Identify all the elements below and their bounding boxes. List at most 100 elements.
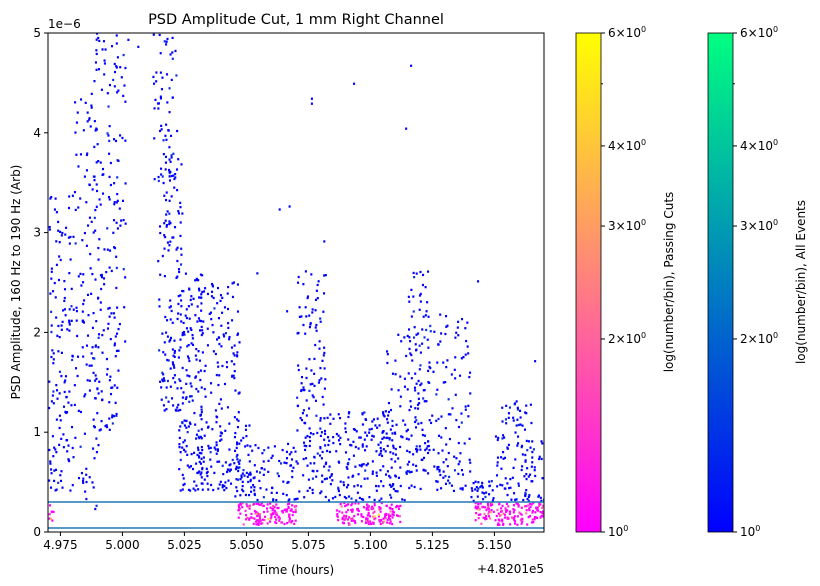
all-events-cell: [313, 462, 316, 465]
all-events-cell: [451, 407, 454, 410]
all-events-cell: [194, 279, 197, 282]
all-events-cell: [501, 437, 504, 440]
all-events-cell: [76, 111, 79, 114]
all-events-cell: [200, 296, 203, 299]
all-events-cell: [168, 168, 171, 172]
all-events-cell: [231, 282, 234, 285]
all-events-cell: [106, 92, 109, 95]
all-events-cell: [525, 404, 528, 407]
passing-cuts-cell: [382, 517, 385, 520]
all-events-cell: [370, 438, 373, 441]
all-events-cell: [152, 33, 155, 36]
all-events-cell: [503, 436, 506, 439]
all-events-cell: [188, 317, 191, 320]
all-events-cell: [54, 296, 57, 299]
all-events-cell: [190, 303, 193, 306]
all-events-cell: [444, 427, 447, 430]
all-events-cell: [180, 387, 183, 390]
all-events-cell: [111, 414, 114, 417]
all-events-cell: [427, 440, 430, 443]
passing-cuts-cell: [281, 509, 284, 513]
all-events-cell: [182, 441, 185, 444]
passing-cuts-cell: [292, 510, 295, 514]
all-events-cell: [312, 396, 315, 399]
all-events-cell: [198, 296, 201, 299]
all-events-cell: [229, 468, 233, 471]
all-events-cell: [525, 489, 528, 492]
all-events-cell: [468, 458, 471, 461]
colorbar-tick-label: 100: [740, 524, 760, 539]
all-events-cell: [288, 453, 291, 456]
all-events-cell: [501, 420, 504, 423]
all-events-cell: [115, 266, 118, 270]
all-events-cell: [162, 139, 165, 142]
all-events-cell: [74, 208, 77, 212]
all-events-cell: [210, 282, 214, 286]
all-events-cell: [83, 395, 86, 398]
all-events-cell: [198, 455, 201, 458]
all-events-cell: [179, 408, 182, 412]
all-events-cell: [323, 477, 326, 481]
all-events-cell: [189, 489, 192, 492]
all-events-cell: [309, 432, 312, 435]
passing-cuts-cell: [345, 514, 348, 518]
all-events-cell: [55, 383, 58, 387]
y-tick-label: 2: [33, 325, 41, 339]
all-events-cell: [409, 352, 412, 355]
all-events-cell: [64, 314, 67, 317]
all-events-cell: [209, 311, 212, 314]
passing-cuts-cell: [275, 518, 278, 521]
all-events-cell: [414, 372, 417, 375]
passing-cuts-cell: [367, 521, 370, 524]
all-events-cell: [321, 395, 324, 399]
all-events-cell: [437, 417, 440, 421]
all-events-cell: [113, 138, 116, 141]
passing-cuts-cell: [337, 518, 340, 522]
all-events-cell: [57, 229, 60, 232]
all-events-cell: [86, 334, 90, 337]
all-events-cell: [50, 355, 53, 359]
all-events-cell: [115, 201, 118, 204]
all-events-cell: [302, 457, 305, 461]
all-events-cell: [413, 275, 416, 279]
all-events-cell: [245, 471, 248, 475]
all-events-cell: [393, 431, 396, 434]
all-events-cell: [169, 385, 172, 388]
all-events-cell: [90, 220, 93, 223]
all-events-cell: [216, 361, 219, 364]
passing-cuts-cell: [367, 508, 370, 512]
all-events-cell: [302, 386, 305, 389]
all-events-cell: [332, 435, 335, 439]
all-events-cell: [85, 153, 88, 157]
all-events-cell: [116, 176, 119, 179]
all-events-cell: [79, 153, 82, 156]
all-events-cell: [91, 326, 94, 330]
passing-cuts-cell: [501, 520, 504, 523]
all-events-cell: [211, 285, 214, 288]
all-events-cell: [240, 476, 243, 479]
all-events-cell: [379, 452, 382, 455]
all-events-cell: [107, 322, 110, 325]
all-events-cell: [193, 480, 196, 483]
passing-cuts-cell: [397, 514, 400, 518]
all-events-cell: [97, 160, 100, 163]
all-events-cell: [168, 212, 171, 215]
passing-cuts-cell: [351, 508, 354, 511]
all-events-cell: [49, 197, 52, 200]
passing-cuts-cell: [489, 504, 492, 507]
all-events-cell: [390, 388, 393, 391]
all-events-cell: [220, 438, 223, 441]
all-events-cell: [115, 42, 118, 45]
all-events-cell: [323, 417, 326, 420]
all-events-cell: [296, 332, 299, 335]
all-events-cell: [314, 326, 317, 329]
all-events-cell: [406, 334, 409, 338]
all-events-cell: [287, 442, 290, 446]
all-events-cell: [197, 317, 200, 320]
all-events-cell: [295, 460, 298, 463]
all-events-cell: [77, 165, 80, 168]
all-events-cell: [60, 328, 63, 331]
all-events-cell: [424, 448, 427, 452]
all-events-cell: [329, 422, 332, 425]
all-events-cell: [94, 278, 97, 281]
